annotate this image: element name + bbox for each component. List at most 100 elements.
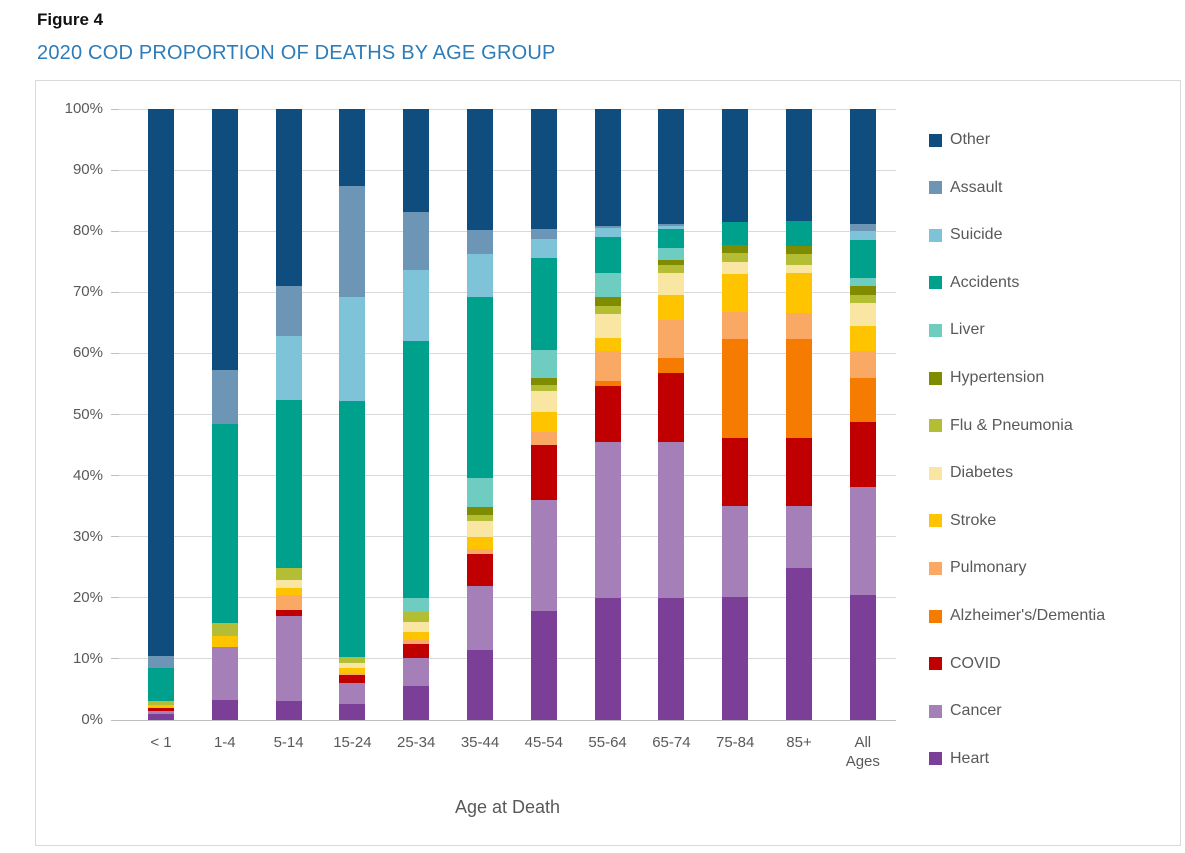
legend-label-diabetes: Diabetes	[950, 464, 1014, 482]
legend-swatch-liver	[929, 323, 942, 337]
x-axis-label-45-54: 45-54	[524, 734, 563, 751]
legend-swatch-stroke	[929, 514, 942, 528]
y-tick-100	[111, 108, 119, 110]
bar-segment-45-54-cancer	[530, 500, 557, 612]
bar-segment-55-64-heart	[594, 597, 621, 720]
gridline-0	[119, 719, 896, 721]
bar-segment-5-14-flu-pneumonia	[275, 567, 302, 581]
x-axis-label-5-14: 5-14	[273, 734, 304, 751]
bar-segment-35-44-covid	[467, 553, 493, 587]
legend-label-stroke: Stroke	[950, 511, 997, 529]
legend-swatch-alzheimer-s-dementia	[929, 609, 942, 623]
bar-segment-55-64-diabetes	[594, 313, 621, 338]
bar-segment-25-34-heart	[403, 685, 430, 720]
bar-segment-25-34-liver	[403, 597, 430, 612]
bar-segment-65-74-pulmonary	[658, 319, 685, 359]
bar-segment-35-44-hypertension	[467, 507, 493, 516]
x-axis-title: Age at Death	[454, 797, 561, 817]
bar-segment-55-64-cancer	[594, 441, 621, 598]
bar-segment-85-flu-pneumonia	[786, 254, 812, 265]
y-tick-10	[111, 658, 119, 660]
bar-segment-85-stroke	[786, 273, 812, 314]
bar-segment-85-pulmonary	[786, 313, 812, 339]
y-tick-30	[111, 536, 119, 538]
bar-segment-all-ages-other	[849, 109, 876, 225]
bar-segment-all-ages-hypertension	[849, 286, 876, 296]
legend-label-accidents: Accidents	[950, 273, 1020, 291]
bar-segment-85-alzheimer-s-dementia	[786, 338, 812, 439]
y-axis-label-100: 100%	[64, 100, 103, 117]
gridline-20	[119, 597, 896, 599]
bar-segment-35-44-other	[467, 109, 493, 230]
bar-segment-75-84-flu-pneumonia	[722, 253, 749, 263]
bar-segment-all-ages-covid	[849, 421, 876, 488]
gridline-50	[119, 414, 896, 415]
bar-segment-5-14-pulmonary	[275, 595, 302, 610]
bar-segment-all-ages-suicide	[849, 231, 876, 240]
legend-item-assault: Assault	[929, 178, 1002, 198]
x-axis-label-1-4: 1-4	[213, 734, 236, 751]
bar-segment-1-stroke	[148, 704, 174, 709]
y-axis-label-40: 40%	[72, 466, 103, 484]
gridline-90	[119, 169, 896, 171]
x-axis-label-1: < 1	[150, 734, 172, 751]
bar-segment-45-54-accidents	[530, 258, 557, 350]
legend-label-flu-pneumonia: Flu & Pneumonia	[950, 416, 1073, 434]
y-tick-80	[111, 230, 119, 232]
chart-title: 2020 COD PROPORTION OF DEATHS BY AGE GRO…	[37, 42, 556, 64]
bar-segment-65-74-other	[658, 109, 685, 225]
bar-segment-15-24-suicide	[339, 296, 366, 402]
x-axis-label-75-84: 75-84	[716, 734, 755, 751]
bar-segment-15-24-heart	[339, 704, 366, 720]
bar-segment-15-24-assault	[339, 185, 366, 297]
bar-segment-35-44-diabetes	[467, 520, 493, 537]
bar-segment-1-covid	[148, 708, 174, 712]
y-axis-label-60: 60%	[72, 344, 103, 362]
bar-segment-45-54-assault	[530, 228, 557, 240]
y-axis-label-70: 70%	[72, 283, 103, 301]
bar-segment-65-74-heart	[658, 598, 685, 720]
bar-segment-25-34-other	[403, 109, 430, 212]
bar-segment-5-14-cancer	[275, 615, 302, 702]
bar-segment-15-24-covid	[339, 675, 366, 683]
bar-segment-35-44-cancer	[467, 586, 493, 650]
x-axis-label-35-44: 35-44	[460, 734, 500, 751]
legend-label-pulmonary: Pulmonary	[950, 559, 1027, 577]
legend-item-liver: Liver	[929, 320, 985, 340]
bar-segment-1-other	[148, 109, 174, 656]
bar-segment-1-assault	[148, 655, 174, 669]
legend-item-accidents: Accidents	[929, 273, 1019, 293]
bar-segment-1-4-other	[211, 109, 238, 370]
bar-segment-45-54-other	[530, 109, 557, 229]
x-axis-label-85: 85+	[786, 734, 812, 751]
bar-segment-65-74-covid	[658, 372, 685, 442]
bar-segment-65-74-diabetes	[658, 273, 685, 295]
bar-segment-45-54-covid	[530, 445, 557, 501]
bar-segment-85-other	[786, 109, 812, 222]
bar-segment-75-84-heart	[722, 596, 749, 720]
bar-segment-65-74-assault	[658, 224, 685, 227]
gridline-30	[119, 536, 896, 538]
legend-item-other: Other	[929, 130, 990, 150]
bar-segment-15-24-cancer	[339, 682, 366, 705]
bar-segment-85-cancer	[786, 505, 812, 568]
legend-swatch-accidents	[929, 276, 942, 290]
x-axis-label-65-74: 65-74	[652, 734, 691, 751]
bar-segment-all-ages-pulmonary	[849, 350, 876, 378]
legend-label-other: Other	[950, 131, 991, 148]
bar-segment-75-84-covid	[722, 438, 749, 506]
legend-swatch-suicide	[929, 228, 942, 242]
bar-segment-75-84-stroke	[722, 273, 749, 313]
bar-segment-85-covid	[786, 438, 812, 506]
bar-segment-5-14-heart	[275, 701, 302, 720]
bar-segment-15-24-accidents	[339, 401, 366, 658]
bar-segment-all-ages-alzheimer-s-dementia	[849, 377, 876, 422]
legend-swatch-pulmonary	[929, 561, 942, 575]
x-axis-label-55-64: 55-64	[588, 734, 627, 751]
legend-item-diabetes: Diabetes	[929, 463, 1013, 483]
bar-segment-all-ages-stroke	[849, 325, 876, 351]
bar-segment-55-64-suicide	[594, 228, 621, 237]
bar-segment-1-4-assault	[211, 369, 238, 425]
bar-segment-55-64-pulmonary	[594, 350, 621, 381]
bar-segment-45-54-liver	[530, 349, 557, 378]
